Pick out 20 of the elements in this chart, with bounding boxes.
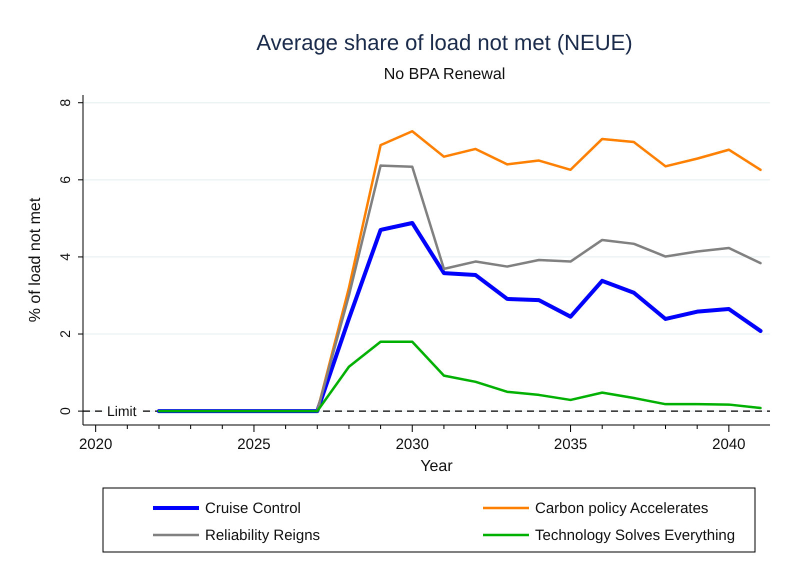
y-axis-title: % of load not met bbox=[27, 197, 44, 322]
legend-label: Reliability Reigns bbox=[205, 527, 320, 544]
y-tick-label: 6 bbox=[57, 176, 73, 184]
x-tick-label: 2040 bbox=[712, 436, 746, 453]
legend-label: Carbon policy Accelerates bbox=[535, 500, 708, 517]
line-series bbox=[158, 340, 762, 412]
legend-label: Technology Solves Everything bbox=[535, 527, 736, 544]
x-tick-label: 2030 bbox=[396, 436, 429, 453]
legend-label: Cruise Control bbox=[205, 500, 301, 517]
x-tick-label: 2035 bbox=[554, 436, 588, 453]
x-tick-label: 2025 bbox=[237, 436, 271, 453]
x-tick-label: 2020 bbox=[78, 436, 112, 453]
y-tick-label: 2 bbox=[57, 330, 73, 338]
y-tick-label: 8 bbox=[57, 98, 73, 107]
x-axis-title: Year bbox=[420, 458, 454, 475]
chart-title: Average share of load not met (NEUE) bbox=[256, 30, 633, 55]
ref-line-label: Limit bbox=[107, 403, 137, 420]
chart-subtitle: No BPA Renewal bbox=[384, 66, 506, 83]
y-tick-label: 4 bbox=[57, 252, 73, 261]
y-tick-label: 0 bbox=[57, 407, 73, 416]
